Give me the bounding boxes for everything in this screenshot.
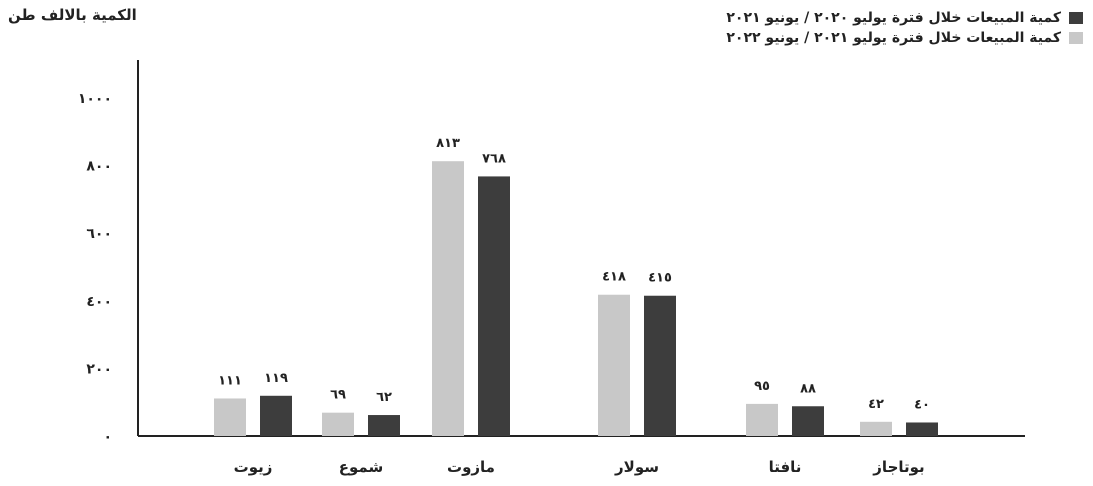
legend-label-2021-2022: كمية المبيعات خلال فترة يوليو ٢٠٢١ / يون…: [726, 30, 1061, 46]
x-category-label-4: نافتا: [769, 458, 802, 476]
bar-1-series-1: [368, 415, 400, 436]
bar-0-series-1: [260, 395, 292, 436]
bar-4-series-1: [792, 406, 824, 436]
x-category-label-0: زيوت: [234, 458, 273, 476]
x-category-label-5: بوتاجاز: [872, 458, 924, 476]
legend: كمية المبيعات خلال فترة يوليو ٢٠٢٠ / يون…: [726, 8, 1083, 48]
bar-value-label-5-0: ٤٢: [868, 397, 884, 412]
bar-5-series-0: [860, 421, 892, 436]
bar-1-series-0: [322, 412, 354, 436]
legend-item-2021-2022: كمية المبيعات خلال فترة يوليو ٢٠٢١ / يون…: [726, 28, 1083, 48]
y-tick-label-3: ٦٠٠: [86, 226, 112, 242]
x-category-label-1: شموع: [339, 458, 383, 476]
bar-value-label-5-1: ٤٠: [914, 397, 930, 412]
bar-3-series-1: [644, 295, 676, 436]
y-tick-label-1: ٢٠٠: [86, 361, 112, 377]
x-category-label-2: مازوت: [447, 458, 495, 476]
bar-value-label-4-1: ٨٨: [800, 381, 816, 396]
bar-value-label-3-1: ٤١٥: [648, 271, 672, 286]
bar-value-label-2-1: ٧٦٨: [482, 151, 506, 166]
bar-value-label-1-1: ٦٢: [376, 390, 392, 405]
bar-5-series-1: [906, 422, 938, 436]
bar-3-series-0: [598, 294, 630, 436]
legend-item-2020-2021: كمية المبيعات خلال فترة يوليو ٢٠٢٠ / يون…: [726, 8, 1083, 28]
legend-swatch-light: [1069, 32, 1083, 44]
bar-value-label-4-0: ٩٥: [754, 379, 770, 394]
bar-value-label-0-1: ١١٩: [264, 371, 288, 386]
bar-value-label-1-0: ٦٩: [330, 388, 346, 403]
bar-value-label-0-0: ١١١: [218, 373, 242, 388]
bar-0-series-0: [214, 398, 246, 436]
bar-2-series-0: [432, 161, 464, 436]
y-axis-title: الكمية بالالف طن: [8, 6, 137, 24]
y-tick-label-4: ٨٠٠: [86, 159, 112, 175]
legend-swatch-dark: [1069, 12, 1083, 24]
x-category-label-3: سولار: [614, 458, 659, 476]
bar-value-label-2-0: ٨١٣: [436, 136, 460, 151]
bar-value-label-3-0: ٤١٨: [602, 270, 626, 285]
y-tick-label-0: ٠: [103, 429, 112, 445]
legend-label-2020-2021: كمية المبيعات خلال فترة يوليو ٢٠٢٠ / يون…: [726, 10, 1061, 26]
bar-2-series-1: [478, 176, 510, 436]
y-tick-label-2: ٤٠٠: [86, 294, 112, 310]
bar-4-series-0: [746, 403, 778, 436]
y-tick-label-5: ١٠٠٠: [78, 91, 112, 107]
